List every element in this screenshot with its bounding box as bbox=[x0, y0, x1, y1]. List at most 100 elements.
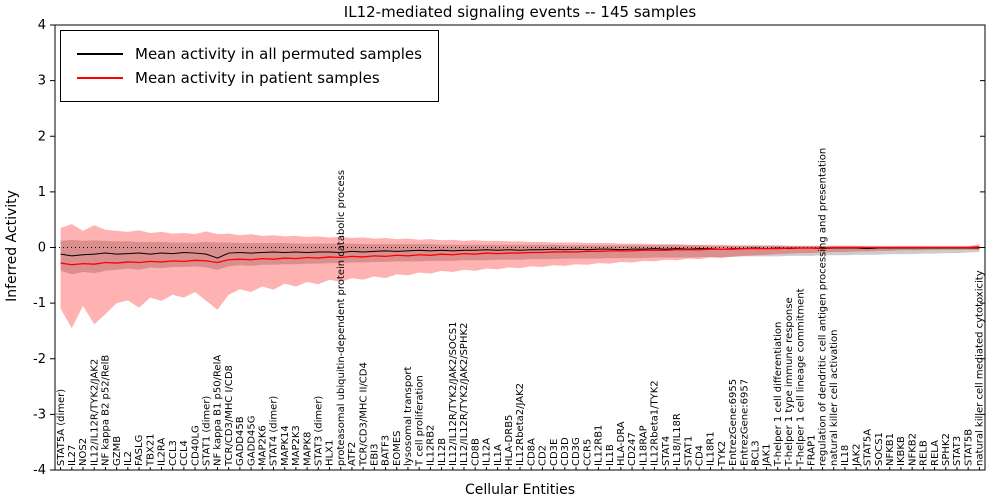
x-tick-label: CD3E bbox=[549, 439, 560, 466]
x-tick-label: NOS2 bbox=[78, 438, 89, 466]
x-tick-label: TBX21 bbox=[145, 433, 156, 467]
x-tick-label: IL18RAP bbox=[638, 425, 649, 466]
x-tick-label: TCR/CD3/MHC II/CD4 bbox=[358, 362, 369, 467]
y-tick-label: -2 bbox=[33, 352, 46, 367]
y-tick-label: -1 bbox=[33, 296, 46, 311]
x-tick-label: MAP2K6 bbox=[257, 425, 268, 466]
x-tick-label: IL18R1 bbox=[706, 431, 717, 466]
x-tick-label: IL12/IL12R/TYK2/JAK2/SPHK2 bbox=[459, 323, 470, 466]
x-tick-label: natural killer cell activation bbox=[829, 330, 840, 466]
x-tick-label: STAT3 bbox=[952, 436, 963, 466]
x-tick-label: STAT5B bbox=[963, 429, 974, 466]
x-tick-label: proteasomal ubiquitin-dependent protein … bbox=[336, 170, 347, 466]
x-tick-label: GZMB bbox=[112, 436, 123, 466]
x-tick-label: NFKB1 bbox=[885, 433, 896, 466]
y-tick-label: 3 bbox=[38, 74, 46, 89]
patient-line-swatch bbox=[77, 77, 123, 79]
x-tick-label: SOCS1 bbox=[874, 432, 885, 466]
permuted-line-swatch bbox=[77, 53, 123, 55]
legend-entry-patient: Mean activity in patient samples bbox=[77, 69, 422, 87]
x-tick-label: EBI3 bbox=[370, 444, 381, 467]
x-tick-label: CD40LG bbox=[190, 425, 201, 466]
x-tick-label: IL12RB1 bbox=[594, 425, 605, 466]
y-tick-label: -3 bbox=[33, 407, 46, 422]
x-tick-label: TCR/CD3/MHC I/CD8 bbox=[224, 365, 235, 467]
x-tick-label: CD4 bbox=[694, 445, 705, 466]
x-tick-label: STAT4 bbox=[661, 436, 672, 466]
x-tick-label: HLA-DRB5 bbox=[504, 415, 515, 466]
x-tick-label: IL12A bbox=[482, 438, 493, 466]
x-tick-label: JAK1 bbox=[762, 443, 773, 467]
x-tick-label: IL27 bbox=[67, 445, 78, 466]
axes-frame bbox=[54, 24, 986, 471]
x-tick-label: STAT1 bbox=[683, 436, 694, 466]
x-tick-label: CD8A bbox=[526, 438, 537, 466]
y-tick-label: -4 bbox=[33, 463, 46, 478]
x-tick-label: IL18/IL18R bbox=[672, 413, 683, 466]
legend-label-patient: Mean activity in patient samples bbox=[135, 69, 380, 87]
x-tick-label: HLX1 bbox=[325, 440, 336, 466]
x-tick-label: T-helper 1 cell lineage commitment bbox=[795, 288, 806, 467]
x-tick-label: IL1A bbox=[493, 444, 504, 466]
x-tick-label: EntrezGene:6955 bbox=[728, 379, 739, 466]
x-tick-label: MAP2K3 bbox=[291, 425, 302, 466]
x-tick-label: IL12Rbeta2/JAK2 bbox=[515, 383, 526, 466]
y-tick-label: 2 bbox=[38, 129, 46, 144]
y-tick-label: 1 bbox=[38, 185, 46, 200]
x-tick-label: STAT3 (dimer) bbox=[314, 396, 325, 466]
patient-mean-line bbox=[60, 246, 980, 266]
x-tick-label: BCL3 bbox=[751, 440, 762, 466]
x-tick-label: IL2 bbox=[123, 451, 134, 466]
x-tick-label: T-helper 1 type immune response bbox=[784, 297, 795, 467]
x-tick-label: MAPK14 bbox=[280, 425, 291, 466]
x-tick-label: IL12/IL12R/TYK2/JAK2 bbox=[89, 359, 100, 466]
x-tick-label: CCR5 bbox=[582, 439, 593, 466]
x-tick-label: lysosomal transport bbox=[403, 367, 414, 466]
x-tick-label: CCL3 bbox=[168, 440, 179, 466]
x-tick-label: FRAP1 bbox=[807, 434, 818, 466]
x-tick-label: HLA-DRA bbox=[616, 421, 627, 466]
x-tick-label: CD247 bbox=[627, 432, 638, 466]
x-tick-label: NFKB2 bbox=[907, 433, 918, 466]
x-tick-label: regulation of dendritic cell antigen pro… bbox=[818, 148, 829, 466]
x-tick-label: GADD45G bbox=[246, 416, 257, 466]
x-tick-label: IL1B bbox=[605, 444, 616, 466]
x-tick-label: STAT5A bbox=[863, 429, 874, 466]
x-tick-label: NF kappa B2 p52/RelB bbox=[101, 355, 112, 466]
y-tick-label: 0 bbox=[38, 241, 46, 256]
x-tick-label: CCL4 bbox=[179, 440, 190, 466]
x-tick-label: CD3D bbox=[560, 437, 571, 466]
legend-label-permuted: Mean activity in all permuted samples bbox=[135, 45, 422, 63]
x-tick-label: IKBKB bbox=[896, 436, 907, 466]
x-tick-label: IL2RA bbox=[157, 438, 168, 466]
x-tick-label: STAT4 (dimer) bbox=[269, 396, 280, 466]
x-tick-label: BATF3 bbox=[381, 435, 392, 466]
x-tick-label: IL12/IL12R/TYK2/JAK2/SOCS1 bbox=[448, 322, 459, 467]
x-tick-label: STAT1 (dimer) bbox=[201, 396, 212, 466]
x-tick-label: NF kappa B1 p50/RelA bbox=[213, 355, 224, 466]
x-tick-label: STAT5A (dimer) bbox=[56, 389, 67, 466]
x-tick-label: IL12RB2 bbox=[426, 425, 437, 466]
chart-title: IL12-mediated signaling events -- 145 sa… bbox=[343, 3, 697, 21]
x-tick-label: CD8B bbox=[470, 438, 481, 466]
x-axis-label: Cellular Entities bbox=[464, 482, 576, 498]
legend-box: Mean activity in all permuted samples Me… bbox=[60, 30, 439, 102]
x-tick-label: CD2 bbox=[538, 445, 549, 466]
x-tick-label: IL12B bbox=[437, 438, 448, 466]
y-tick-label: 4 bbox=[38, 18, 46, 33]
x-tick-label: T-helper 1 cell differentiation bbox=[773, 322, 784, 467]
x-tick-label: RELA bbox=[930, 440, 941, 466]
x-tick-label: JAK2 bbox=[851, 443, 862, 467]
x-tick-label: FASLG bbox=[134, 435, 145, 466]
x-tick-label: IL18 bbox=[840, 445, 851, 466]
x-tick-label: natural killer cell mediated cytotoxicit… bbox=[975, 270, 986, 466]
legend-entry-permuted: Mean activity in all permuted samples bbox=[77, 45, 422, 63]
x-tick-label: EntrezGene:6957 bbox=[739, 379, 750, 466]
x-tick-label: SPHK2 bbox=[941, 433, 952, 466]
x-tick-label: EOMES bbox=[392, 431, 403, 466]
x-tick-label: TYK2 bbox=[717, 441, 728, 467]
x-tick-label: RELB bbox=[919, 440, 930, 466]
x-tick-label: MAPK8 bbox=[302, 432, 313, 466]
